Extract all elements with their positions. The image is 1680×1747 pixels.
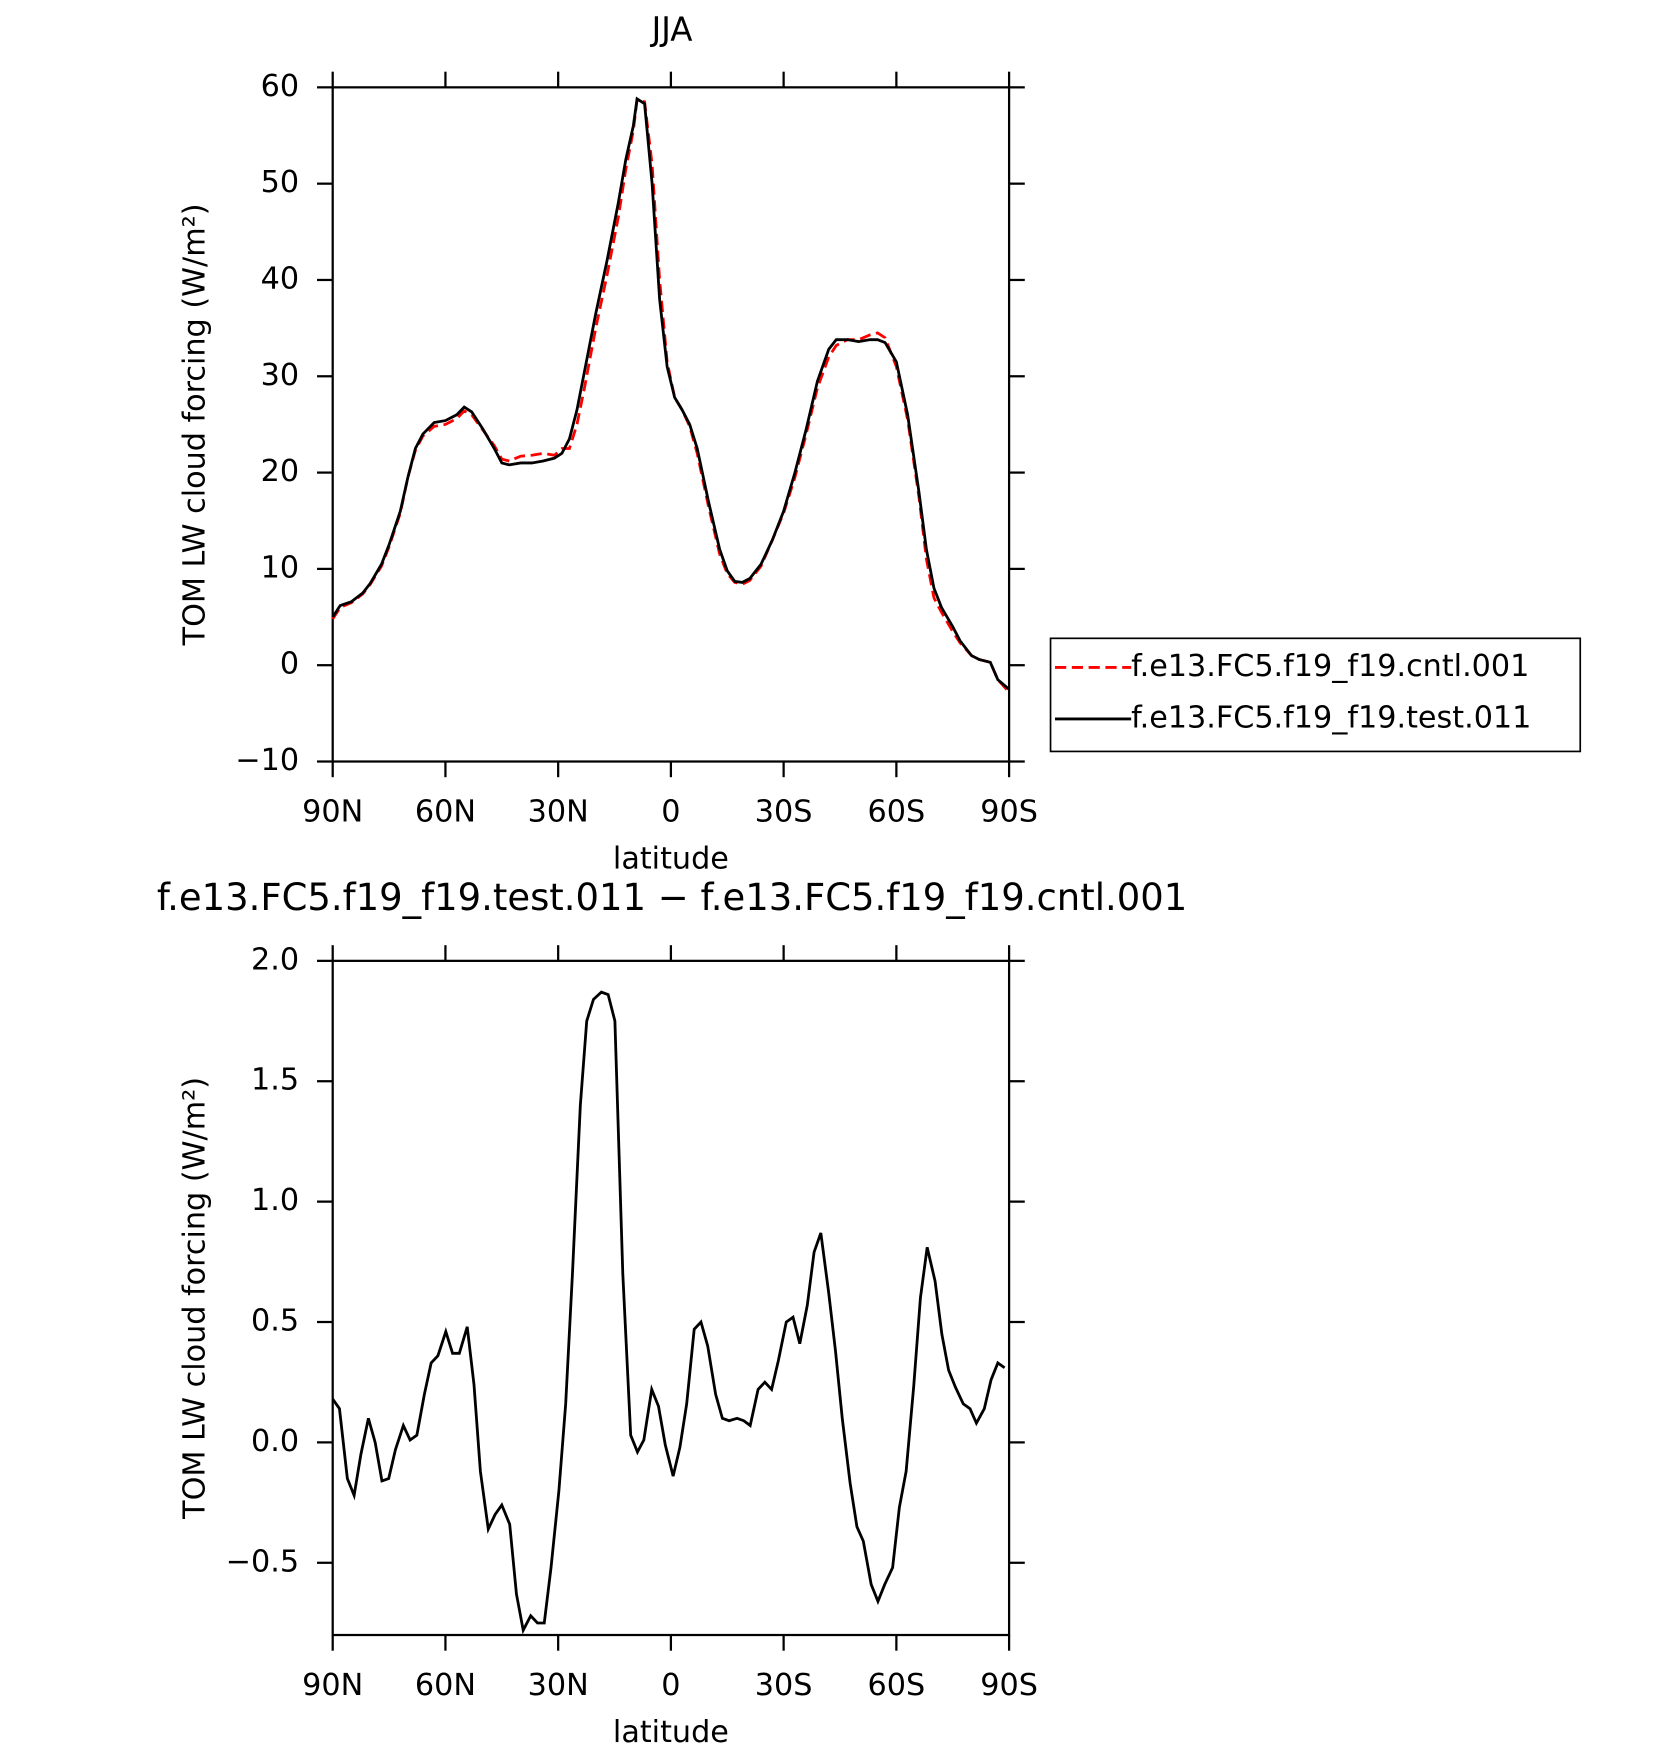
- x-tick-label: 90S: [980, 1668, 1038, 1703]
- y-tick-label: 1.0: [251, 1183, 299, 1218]
- chart-title: JJA: [650, 10, 693, 48]
- series-line: [331, 98, 1011, 694]
- x-tick-label: 60S: [868, 1668, 926, 1703]
- y-tick-label: 50: [261, 165, 299, 200]
- y-tick-label: 40: [261, 261, 299, 296]
- y-tick-label: 20: [261, 454, 299, 489]
- y-tick-label: 0.5: [251, 1304, 299, 1339]
- legend-box: [1049, 637, 1582, 753]
- y-tick-label: 30: [261, 358, 299, 393]
- x-tick-label: 60N: [415, 1668, 476, 1703]
- series-line: [331, 96, 1011, 691]
- x-tick-label: 90N: [302, 1668, 363, 1703]
- x-tick-label: 90N: [302, 795, 363, 830]
- y-tick-label: 0.0: [251, 1424, 299, 1459]
- y-tick-label: −0.5: [226, 1544, 299, 1579]
- x-tick-label: 0: [661, 1668, 680, 1703]
- x-tick-label: 30N: [528, 795, 589, 830]
- chart-title: f.e13.FC5.f19_f19.test.011 − f.e13.FC5.f…: [157, 876, 1187, 919]
- y-tick-label: 10: [261, 550, 299, 585]
- x-axis-label: latitude: [613, 842, 729, 877]
- x-tick-label: 60N: [415, 795, 476, 830]
- y-tick-label: 0: [280, 647, 299, 682]
- y-tick-label: −10: [235, 743, 299, 778]
- y-axis-label: TOM LW cloud forcing (W/m²): [178, 203, 213, 646]
- x-tick-label: 60S: [868, 795, 926, 830]
- x-tick-label: 90S: [980, 795, 1038, 830]
- x-axis-label: latitude: [613, 1715, 729, 1747]
- y-tick-label: 2.0: [251, 942, 299, 977]
- legend-label: f.e13.FC5.f19_f19.test.011: [1131, 700, 1531, 735]
- y-tick-label: 1.5: [251, 1063, 299, 1098]
- y-axis-label: TOM LW cloud forcing (W/m²): [178, 1077, 213, 1520]
- x-tick-label: 30S: [755, 795, 813, 830]
- plot-frame: [331, 959, 1011, 1637]
- series-line: [331, 990, 1006, 1635]
- x-tick-label: 30S: [755, 1668, 813, 1703]
- x-tick-label: 0: [661, 795, 680, 830]
- legend-label: f.e13.FC5.f19_f19.cntl.001: [1131, 649, 1529, 684]
- x-tick-label: 30N: [528, 1668, 589, 1703]
- y-tick-label: 60: [261, 69, 299, 104]
